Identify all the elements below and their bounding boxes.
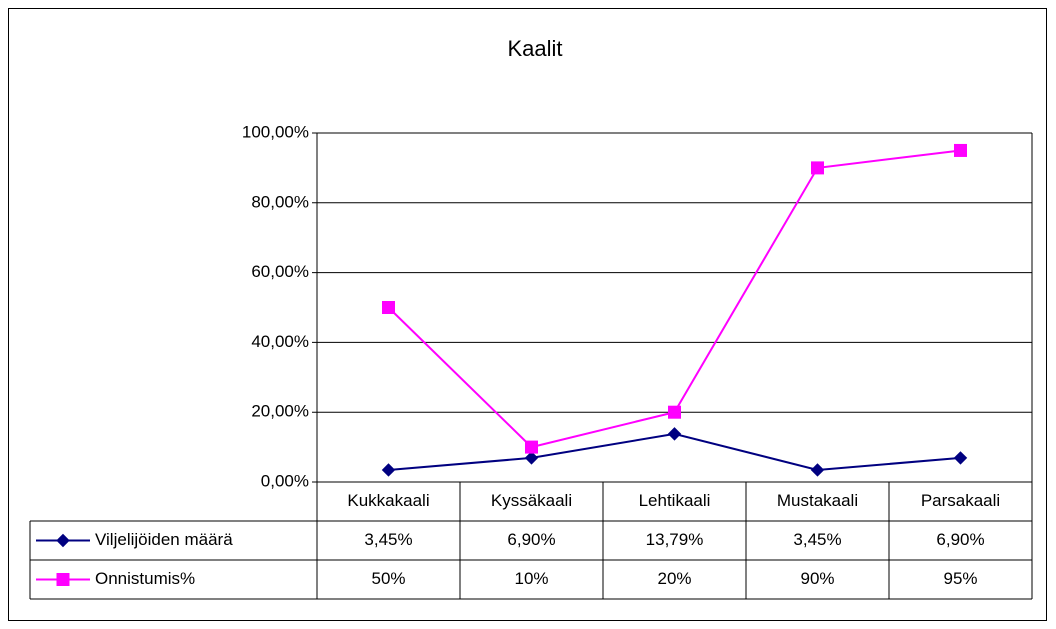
y-tick-label: 60,00% — [251, 262, 309, 281]
table-value: 3,45% — [364, 530, 412, 549]
point — [667, 427, 682, 441]
x-tick-label: Lehtikaali — [639, 491, 711, 510]
table-value: 10% — [514, 569, 548, 588]
table-value: 6,90% — [507, 530, 555, 549]
chart-title: Kaalit — [507, 36, 562, 61]
table-value: 3,45% — [793, 530, 841, 549]
chart-border — [8, 8, 1047, 621]
x-tick-label: Kyssäkaali — [491, 491, 572, 510]
legend-marker — [56, 573, 70, 586]
y-tick-label: 80,00% — [251, 192, 309, 211]
table-value: 95% — [943, 569, 977, 588]
x-tick-label: Kukkakaali — [347, 491, 429, 510]
point — [811, 161, 824, 175]
y-tick-label: 100,00% — [242, 122, 309, 141]
point — [525, 440, 538, 454]
y-tick-label: 40,00% — [251, 332, 309, 351]
table-value: 90% — [800, 569, 834, 588]
x-tick-label: Parsakaali — [921, 491, 1000, 510]
point — [382, 301, 395, 314]
legend-label: Onnistumis% — [95, 569, 195, 588]
y-tick-label: 20,00% — [251, 402, 309, 421]
legend-marker — [56, 533, 70, 548]
table-value: 6,90% — [936, 530, 984, 549]
table-value: 20% — [657, 569, 691, 588]
point — [810, 463, 825, 477]
y-tick-label: 0,00% — [261, 471, 309, 490]
point — [668, 405, 681, 419]
x-tick-label: Mustakaali — [777, 491, 858, 510]
point — [954, 143, 967, 157]
table-value: 50% — [371, 569, 405, 588]
point — [524, 451, 539, 465]
legend-label: Viljelijöiden määrä — [95, 530, 233, 549]
table-value: 13,79% — [646, 530, 704, 549]
point — [953, 451, 968, 465]
point — [381, 463, 396, 477]
